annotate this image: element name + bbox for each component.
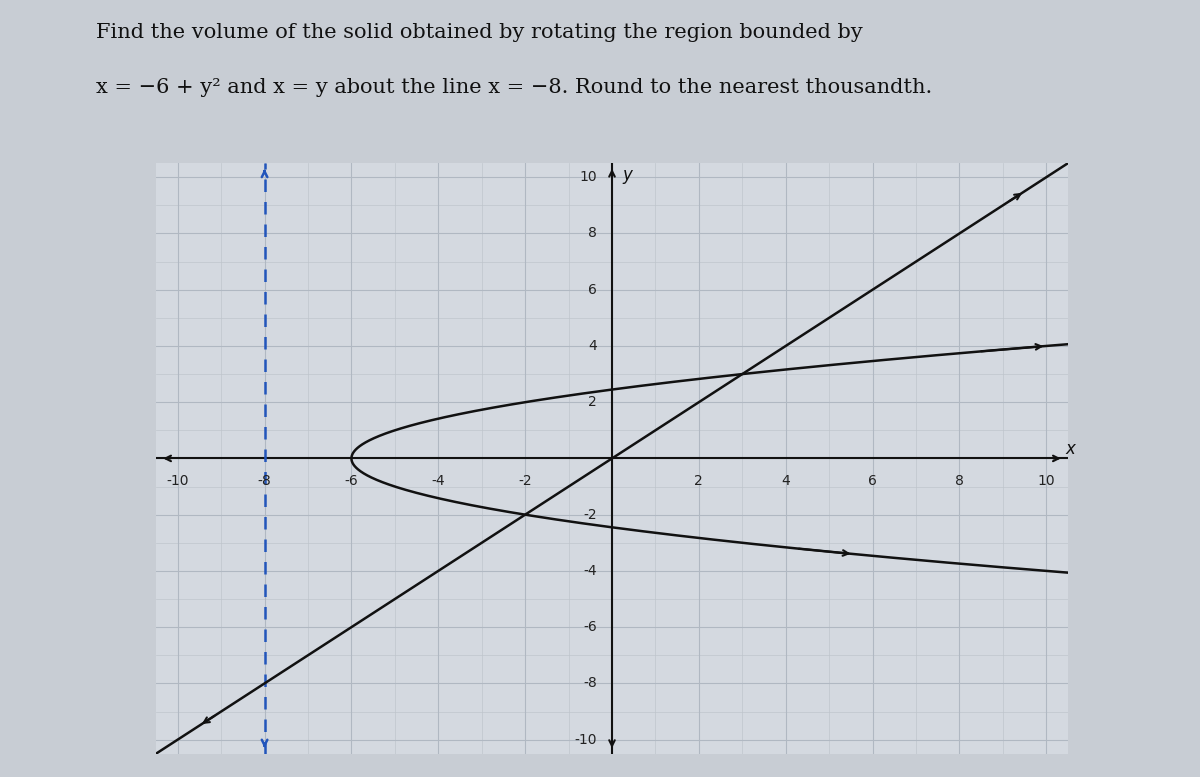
Text: y: y bbox=[623, 166, 632, 184]
Text: 4: 4 bbox=[781, 474, 790, 488]
Text: -4: -4 bbox=[432, 474, 445, 488]
Text: -8: -8 bbox=[583, 677, 596, 691]
Text: 4: 4 bbox=[588, 339, 596, 353]
Text: 6: 6 bbox=[588, 283, 596, 297]
Text: -10: -10 bbox=[575, 733, 596, 747]
Text: 10: 10 bbox=[580, 170, 596, 184]
Text: -6: -6 bbox=[344, 474, 359, 488]
Text: -2: -2 bbox=[518, 474, 532, 488]
Text: -8: -8 bbox=[258, 474, 271, 488]
Text: 2: 2 bbox=[695, 474, 703, 488]
Text: 8: 8 bbox=[588, 226, 596, 240]
Text: Find the volume of the solid obtained by rotating the region bounded by: Find the volume of the solid obtained by… bbox=[96, 23, 863, 42]
Text: x: x bbox=[1066, 440, 1075, 458]
Text: x = −6 + y² and x = y about the line x = −8. Round to the nearest thousandth.: x = −6 + y² and x = y about the line x =… bbox=[96, 78, 932, 96]
Text: -4: -4 bbox=[583, 564, 596, 578]
Text: -10: -10 bbox=[167, 474, 188, 488]
Text: 8: 8 bbox=[955, 474, 964, 488]
Text: -2: -2 bbox=[583, 507, 596, 521]
Text: 6: 6 bbox=[868, 474, 877, 488]
Text: -6: -6 bbox=[583, 620, 596, 634]
Text: 10: 10 bbox=[1038, 474, 1055, 488]
Text: 2: 2 bbox=[588, 395, 596, 409]
